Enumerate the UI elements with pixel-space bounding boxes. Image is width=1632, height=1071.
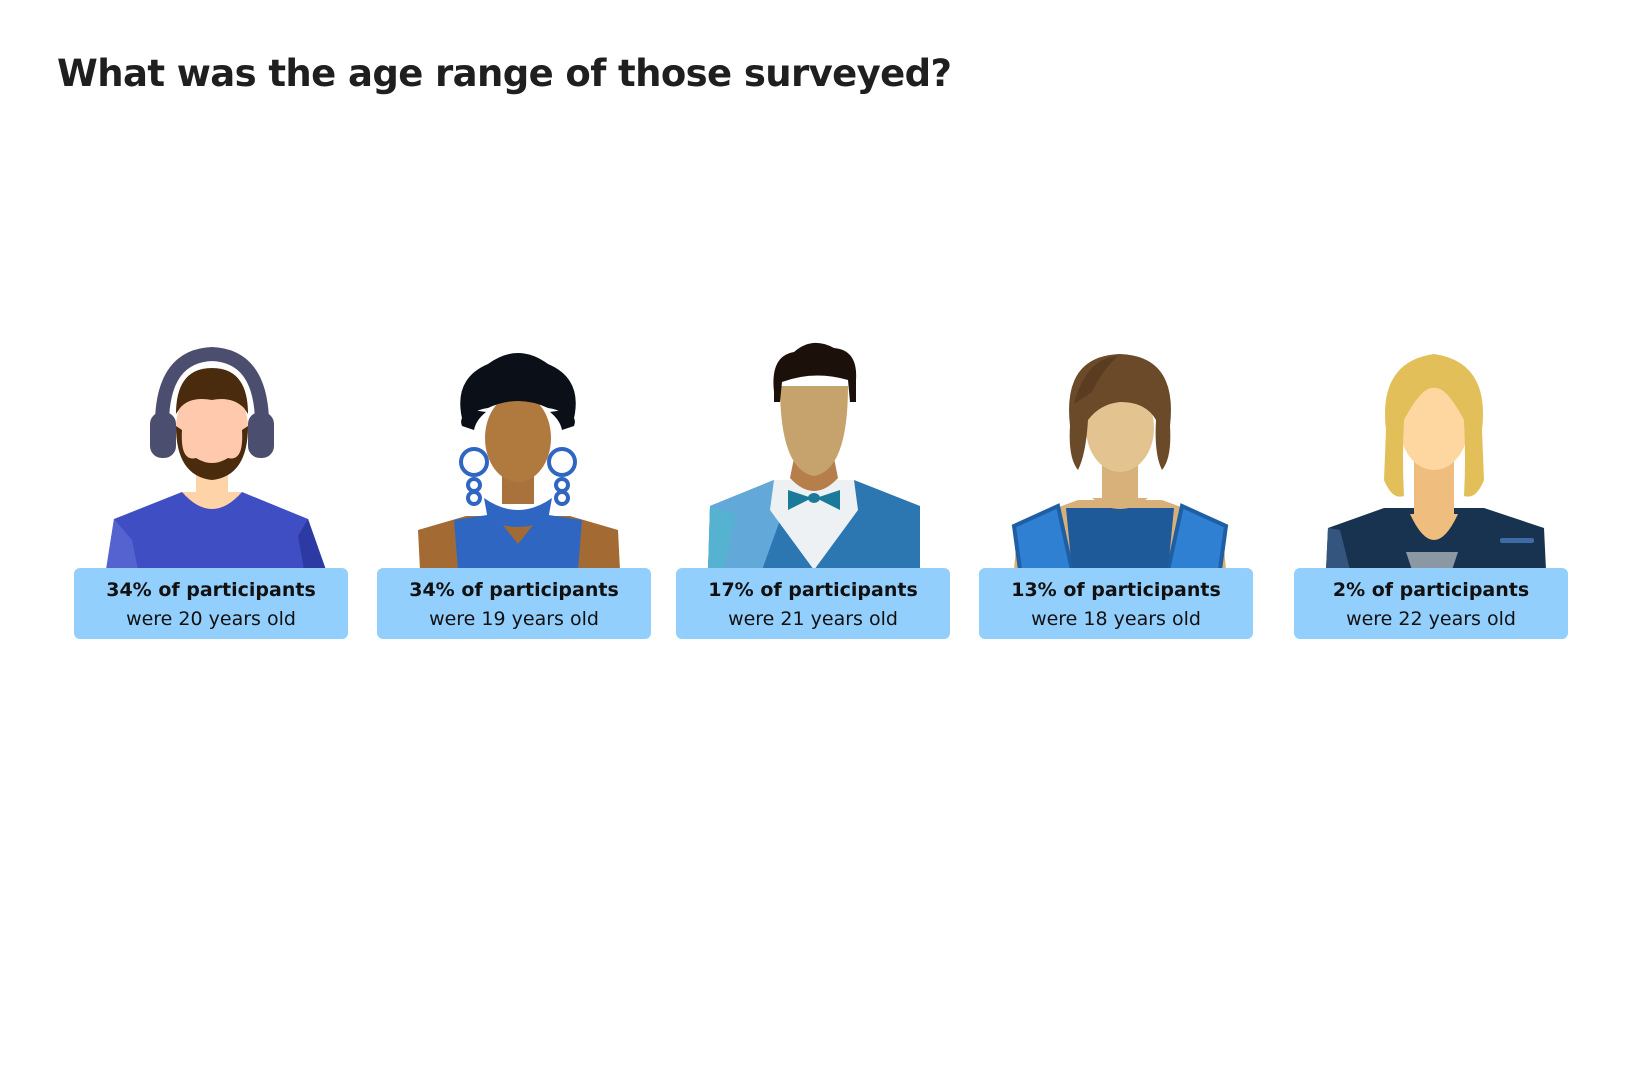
age-label: were 20 years old [126, 607, 296, 630]
age-label: were 18 years old [1031, 607, 1201, 630]
age-label: were 22 years old [1346, 607, 1516, 630]
percent-label: 17% of participants [708, 578, 918, 601]
label-box-age-21: 17% of participants were 21 years old [676, 568, 950, 639]
man-with-headphones-icon [92, 330, 332, 570]
blonde-woman-icon [1314, 330, 1554, 570]
woman-short-hair-icon [1000, 330, 1240, 570]
label-box-age-18: 13% of participants were 18 years old [979, 568, 1253, 639]
percent-label: 34% of participants [106, 578, 316, 601]
label-box-age-22: 2% of participants were 22 years old [1294, 568, 1568, 639]
page-title: What was the age range of those surveyed… [57, 52, 952, 95]
woman-with-earrings-icon [398, 330, 638, 570]
percent-label: 13% of participants [1011, 578, 1221, 601]
label-box-age-19: 34% of participants were 19 years old [377, 568, 651, 639]
label-box-age-20: 34% of participants were 20 years old [74, 568, 348, 639]
percent-label: 2% of participants [1332, 578, 1530, 601]
percent-label: 34% of participants [409, 578, 619, 601]
man-with-bowtie-icon [694, 330, 934, 570]
age-label: were 21 years old [728, 607, 898, 630]
age-label: were 19 years old [429, 607, 599, 630]
